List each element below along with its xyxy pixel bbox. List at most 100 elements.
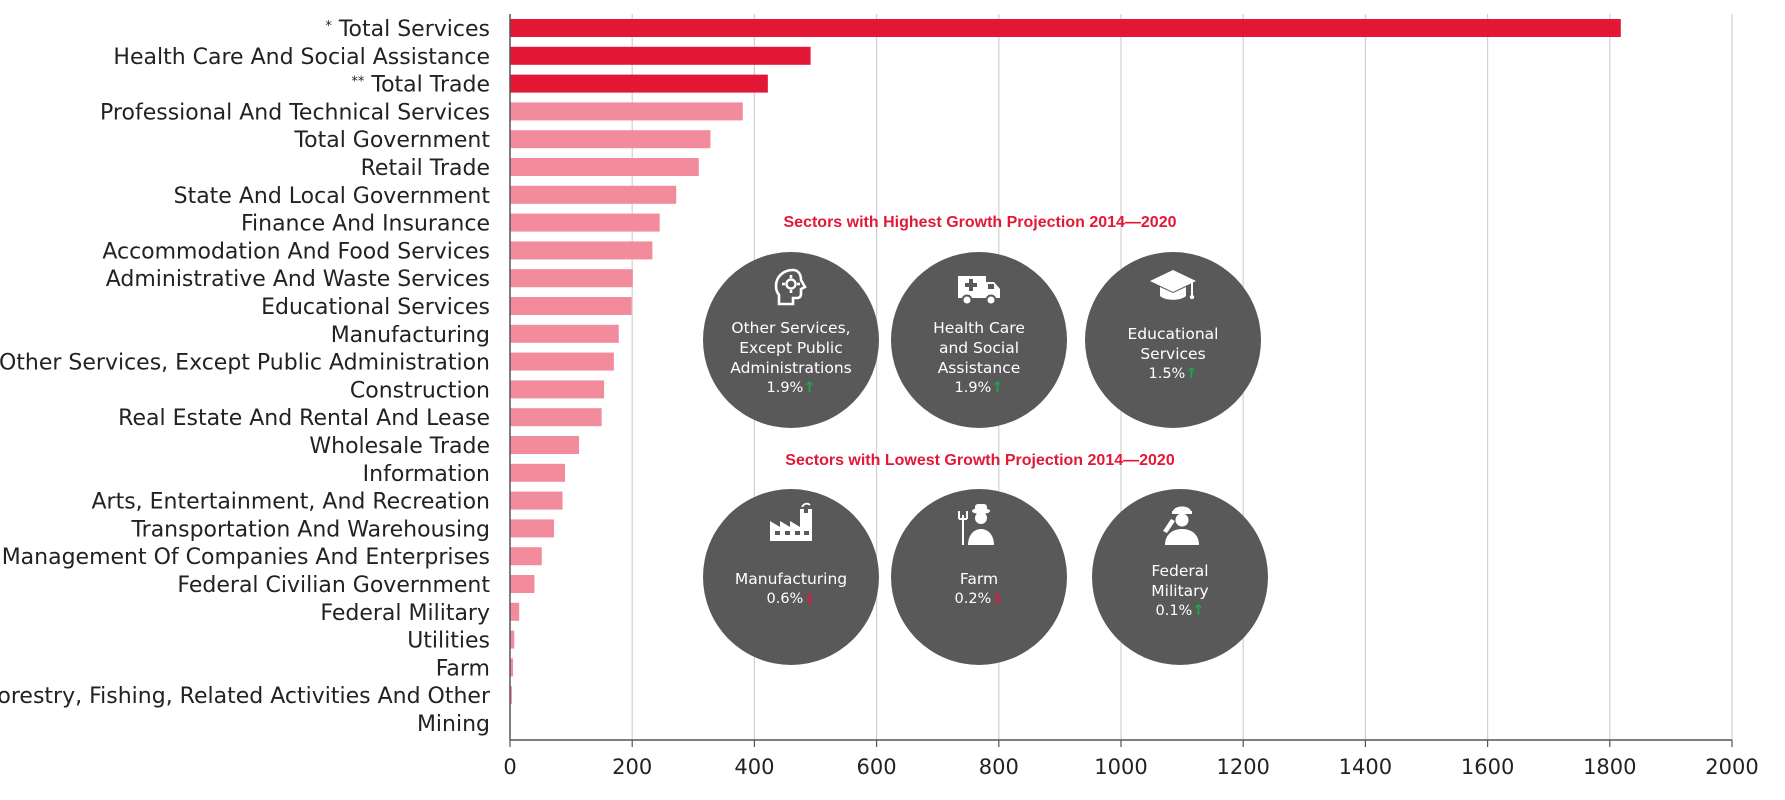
category-label: Finance And Insurance [241, 212, 490, 237]
category-label: Manufacturing [331, 323, 490, 348]
growth-percent: 1.9% [766, 380, 804, 396]
growth-percent: 0.6% [766, 591, 804, 607]
sector-name-line: Educational [1127, 325, 1219, 343]
growth-percent: 0.1% [1155, 603, 1193, 619]
head-gear-icon [774, 268, 807, 306]
growth-percent: 0.2% [954, 591, 992, 607]
category-label-text: Total Services [338, 17, 490, 42]
x-tick-label: 600 [857, 755, 897, 779]
category-label-text: Arts, Entertainment, And Recreation [91, 490, 490, 515]
x-tick-label: 400 [734, 755, 774, 779]
bar [510, 602, 520, 621]
sector-name-line: Other Services, [731, 319, 851, 337]
bar [510, 324, 619, 343]
sector-name-line: Health Care [933, 319, 1025, 337]
bar [510, 352, 614, 371]
category-label: Utilities [407, 629, 490, 654]
sector-name-line: and Social [938, 339, 1020, 357]
category-label: Farm [436, 656, 490, 681]
category-label: Management Of Companies And Enterprises [2, 545, 490, 570]
category-label: Retail Trade [361, 156, 490, 181]
category-label: Construction [350, 378, 490, 403]
bar [510, 297, 632, 315]
category-label: ** Total Trade [351, 73, 490, 98]
arrow-down-icon: ↓ [803, 591, 816, 607]
bar [510, 575, 535, 593]
bar [510, 74, 768, 93]
category-footnote-mark: ** [351, 75, 365, 90]
bar [510, 158, 699, 176]
arrow-down-icon: ↓ [991, 591, 1004, 607]
x-tick-label: 1400 [1339, 755, 1392, 779]
bar [510, 436, 580, 454]
lowest-growth-circle: Manufacturing 0.6%↓ [703, 489, 879, 665]
x-tick-label: 1200 [1216, 755, 1269, 779]
x-tick-label: 200 [612, 755, 652, 779]
category-label: Federal Military [320, 601, 490, 626]
category-label: Mining [417, 712, 490, 737]
category-label: Transportation And Warehousing [130, 517, 490, 542]
category-label: Total Government [293, 128, 490, 153]
sector-name-line: Manufacturing [734, 570, 848, 588]
category-label-text: Finance And Insurance [241, 212, 490, 237]
arrow-up-icon: ↑ [991, 380, 1004, 396]
category-label-text: Farm [436, 656, 490, 681]
graduation-cap-icon [1150, 270, 1196, 300]
bar [510, 241, 653, 260]
bar [510, 408, 602, 427]
category-label-text: Other Services, Except Public Administra… [0, 351, 490, 376]
bar [510, 630, 515, 649]
bar [510, 463, 565, 482]
category-label-text: Professional And Technical Services [100, 100, 490, 125]
farmer-icon [958, 504, 994, 545]
category-label: Arts, Entertainment, And Recreation [91, 490, 490, 515]
bar [510, 213, 660, 232]
bar [510, 686, 512, 705]
saluting-soldier-icon [1163, 506, 1199, 545]
highest-growth-circle: Educational Services 1.5%↑ [1085, 252, 1261, 428]
category-label-text: Total Government [293, 128, 490, 153]
category-label-text: Information [363, 462, 490, 487]
category-label-text: Health Care And Social Assistance [113, 45, 490, 70]
category-label-text: Accommodation And Food Services [102, 239, 490, 264]
category-label-text: Total Trade [370, 73, 490, 98]
category-label: Professional And Technical Services [100, 100, 490, 125]
category-label: Accommodation And Food Services [102, 239, 490, 264]
category-label: Health Care And Social Assistance [113, 45, 490, 70]
category-label-text: Educational Services [261, 295, 490, 320]
category-label: Other Services, Except Public Administra… [0, 351, 490, 376]
growth-percent: 1.5% [1148, 366, 1186, 382]
bar [510, 491, 563, 510]
sector-name-line: Services [1140, 345, 1206, 363]
arrow-up-icon: ↑ [1192, 603, 1205, 619]
bar [510, 19, 1621, 37]
highest-growth-circle: Health Care and Social Assistance 1.9%↑ [891, 252, 1067, 428]
factory-icon [770, 502, 812, 541]
bar [510, 102, 743, 121]
x-tick-label: 2000 [1705, 755, 1758, 779]
arrow-up-icon: ↑ [1185, 366, 1198, 382]
x-tick-label: 0 [503, 755, 516, 779]
sector-name-line: Federal [1151, 562, 1209, 580]
category-label: * Total Services [325, 17, 490, 42]
category-label-text: Management Of Companies And Enterprises [2, 545, 490, 570]
sector-name-line: Except Public [739, 339, 843, 357]
lowest-growth-circle: Farm 0.2%↓ [891, 489, 1067, 665]
category-label: Administrative And Waste Services [106, 267, 490, 292]
category-label: Real Estate And Rental And Lease [118, 406, 490, 431]
category-label: Educational Services [261, 295, 490, 320]
category-label: Forestry, Fishing, Related Activities An… [0, 684, 491, 709]
category-label: Wholesale Trade [309, 434, 490, 459]
category-label: Federal Civilian Government [177, 573, 490, 598]
x-tick-label: 800 [979, 755, 1019, 779]
sector-name-line: Administrations [730, 359, 852, 377]
bar [510, 185, 677, 204]
category-label-text: Utilities [407, 629, 490, 654]
category-label-text: Manufacturing [331, 323, 490, 348]
x-tick-label: 1600 [1461, 755, 1514, 779]
bar [510, 46, 811, 65]
category-label-text: Construction [350, 378, 490, 403]
ambulance-icon [958, 276, 1000, 306]
sector-name-line: Military [1151, 582, 1209, 600]
